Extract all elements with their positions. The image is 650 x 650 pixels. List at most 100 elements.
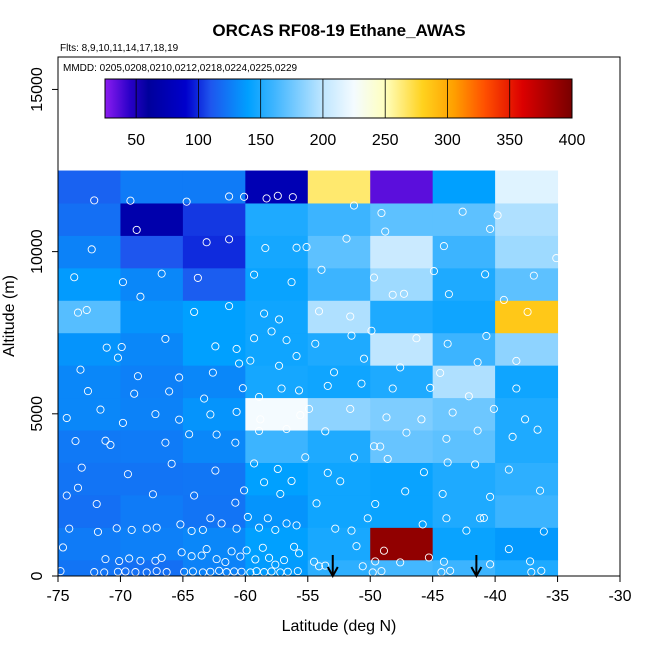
- sample-point: [277, 384, 286, 393]
- sample-point: [56, 567, 65, 576]
- sample-point: [396, 363, 405, 372]
- heatmap-cell: [245, 202, 309, 236]
- heatmap-cell: [58, 332, 121, 366]
- heatmap-cell: [245, 527, 309, 561]
- x-axis-label: Latitude (deg N): [282, 618, 397, 635]
- sample-point: [294, 549, 304, 558]
- sample-point: [221, 558, 230, 567]
- sample-point: [261, 244, 270, 253]
- sample-point: [446, 566, 455, 575]
- sample-point: [317, 265, 326, 274]
- heatmap-cell: [495, 235, 559, 269]
- sample-point: [58, 543, 68, 552]
- heatmap-cell: [495, 365, 559, 399]
- sample-point: [157, 553, 166, 562]
- sample-point: [464, 392, 473, 401]
- sample-point: [289, 542, 299, 551]
- heatmap-cell: [182, 300, 246, 334]
- heatmap-cell: [495, 527, 559, 561]
- sample-point: [471, 460, 480, 469]
- sample-point: [369, 442, 379, 451]
- heatmap-cell: [307, 300, 371, 334]
- sample-point: [240, 486, 249, 495]
- sample-point: [265, 553, 274, 562]
- sample-point: [225, 302, 234, 311]
- sample-point: [250, 334, 259, 343]
- sample-point: [102, 343, 111, 352]
- x-tick-label: -35: [546, 588, 569, 605]
- heatmap-cell: [307, 170, 371, 204]
- heatmap-cell: [58, 267, 121, 301]
- x-tick-label: -60: [234, 588, 257, 605]
- heatmap-cell: [245, 462, 309, 496]
- sample-point: [208, 368, 217, 377]
- sample-point: [136, 292, 145, 301]
- sample-point: [96, 405, 105, 414]
- sample-point: [383, 454, 392, 463]
- heatmap-cell: [432, 430, 496, 463]
- sample-point: [312, 499, 321, 508]
- sample-point: [296, 411, 305, 420]
- sample-point: [533, 425, 542, 434]
- heatmap-cell: [307, 559, 371, 577]
- sample-point: [152, 567, 161, 576]
- sample-point: [282, 519, 291, 528]
- sample-point: [187, 552, 196, 561]
- sample-point: [202, 238, 211, 247]
- heatmap-cell: [182, 527, 246, 561]
- sample-point: [115, 557, 124, 566]
- sample-point: [443, 458, 452, 467]
- sample-point: [232, 344, 241, 353]
- heatmap-cell: [245, 365, 309, 399]
- sample-point: [424, 553, 433, 562]
- sample-point: [112, 524, 121, 533]
- heatmap-cell: [307, 462, 371, 496]
- sample-point: [323, 468, 332, 477]
- sample-point: [200, 394, 209, 403]
- heatmap-cell: [120, 527, 184, 561]
- sample-point: [482, 331, 491, 341]
- colorbar-tick-label: 200: [310, 132, 337, 149]
- sample-point: [198, 525, 207, 534]
- sample-point: [462, 526, 471, 535]
- sample-point: [321, 427, 330, 436]
- sample-point: [526, 557, 535, 566]
- sample-point: [83, 387, 93, 396]
- sample-point: [473, 426, 482, 435]
- sample-point: [177, 548, 186, 557]
- colorbar-tick-label: 350: [496, 132, 523, 149]
- sample-point: [523, 307, 532, 317]
- heatmap-cell: [370, 202, 434, 236]
- heatmap-cell: [432, 202, 496, 236]
- heatmap-cell: [58, 300, 121, 334]
- colorbar-tick-label: 100: [185, 132, 212, 149]
- x-tick-label: -75: [46, 588, 69, 605]
- sample-point: [426, 383, 435, 392]
- sample-point: [151, 410, 160, 419]
- heatmap-cell: [432, 332, 496, 366]
- sample-point: [346, 312, 355, 321]
- colorbar-tick-label: 50: [127, 132, 145, 149]
- sample-point: [136, 556, 145, 565]
- sample-point: [342, 234, 351, 243]
- x-tick-label: -65: [171, 588, 194, 605]
- sample-point: [309, 557, 319, 566]
- sample-point: [231, 498, 240, 507]
- sample-point: [536, 486, 545, 495]
- heatmap-cell: [182, 332, 246, 366]
- sample-point: [486, 492, 495, 501]
- heatmap-cell: [370, 397, 434, 431]
- heatmap-cell: [120, 267, 184, 301]
- sample-point: [93, 527, 103, 536]
- sample-point: [504, 465, 513, 474]
- sample-point: [346, 404, 355, 413]
- heatmap-cell: [182, 170, 246, 204]
- sample-point: [212, 430, 221, 439]
- heatmap-cell: [370, 267, 434, 301]
- y-tick-label: 10000: [29, 229, 46, 274]
- sample-point: [329, 368, 339, 377]
- x-tick-label: -30: [608, 588, 631, 605]
- sample-point: [401, 487, 410, 496]
- sample-point: [180, 567, 189, 576]
- plot-area: [56, 170, 561, 579]
